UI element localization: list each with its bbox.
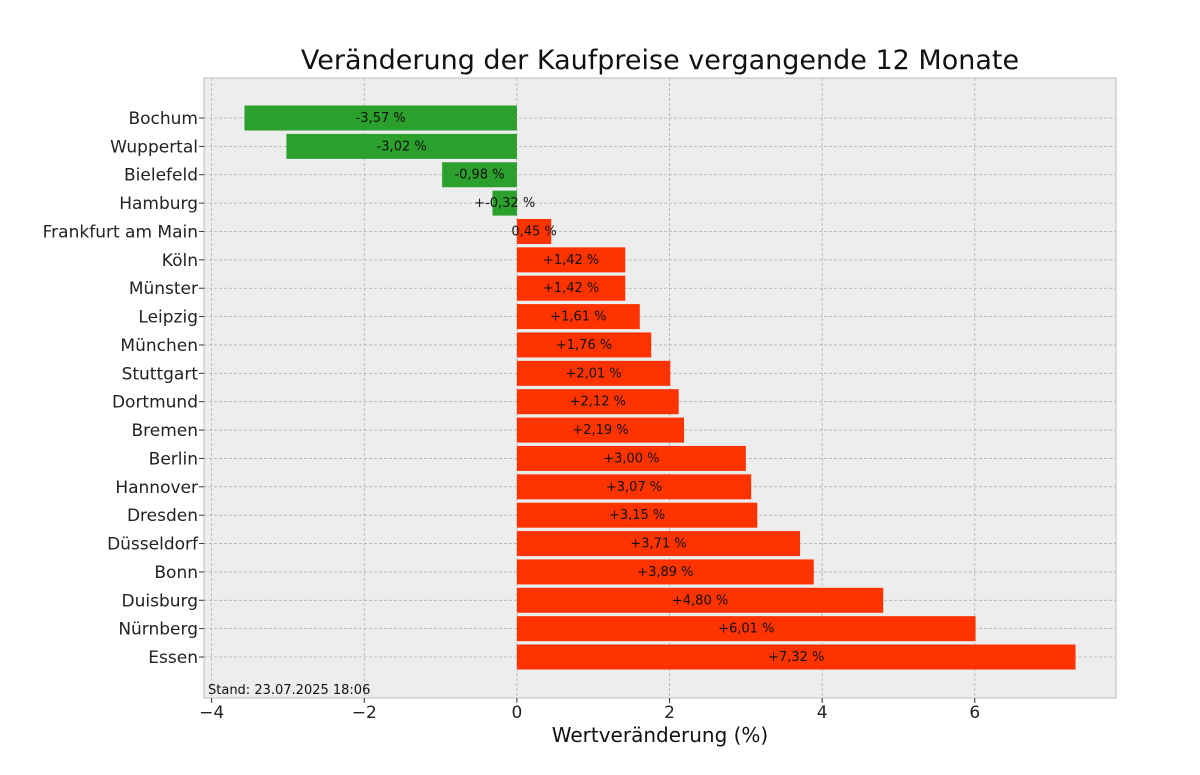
y-tick-label: Duisburg <box>122 591 199 611</box>
x-tick-label: 4 <box>817 703 828 723</box>
y-tick-label: Essen <box>148 648 198 668</box>
bars <box>244 105 1076 670</box>
bar <box>492 190 517 216</box>
data-label: +3,15 % <box>609 508 665 523</box>
y-tick-label: Bonn <box>154 563 198 583</box>
y-tick-label: Hamburg <box>119 194 198 214</box>
data-label: 0,45 % <box>511 224 556 239</box>
x-tick-label: −4 <box>199 703 224 723</box>
data-label: -0,98 % <box>454 168 504 183</box>
data-labels: -3,57 % -3,02 % -0,98 % +-0,32 % 0,45 % +1,42… <box>356 111 825 665</box>
bar <box>516 360 671 386</box>
y-tick-labels: Bochum Wuppertal Bielefeld Hamburg Frankfurt… <box>43 109 204 668</box>
bar <box>244 105 517 131</box>
bar <box>286 133 517 159</box>
bar <box>516 389 679 415</box>
y-tick-label: Nürnberg <box>118 620 198 640</box>
y-tick-label: Bremen <box>131 421 198 441</box>
bar <box>516 218 552 244</box>
data-label: -3,02 % <box>377 139 427 154</box>
bar <box>516 304 640 330</box>
bar <box>516 275 626 301</box>
data-label: +-0,32 % <box>474 196 535 211</box>
bar <box>516 502 758 528</box>
data-label: +1,42 % <box>543 253 599 268</box>
y-tick-label: Dresden <box>127 506 198 526</box>
data-label: +1,42 % <box>543 281 599 296</box>
y-tick-label: Stuttgart <box>122 364 199 384</box>
data-label: +6,01 % <box>718 622 774 637</box>
data-label: -3,57 % <box>356 111 406 126</box>
y-tick-label: Wuppertal <box>110 137 198 157</box>
data-label: +3,00 % <box>603 451 659 466</box>
y-tick-label: Hannover <box>115 478 198 498</box>
chart-title: Veränderung der Kaufpreise vergangende 1… <box>301 45 1019 76</box>
x-tick-label: 0 <box>511 703 522 723</box>
x-tick-label: 2 <box>664 703 675 723</box>
bar <box>516 332 652 358</box>
bar <box>516 531 801 557</box>
data-label: +1,76 % <box>556 338 612 353</box>
y-tick-label: Dortmund <box>112 393 198 413</box>
y-tick-label: Düsseldorf <box>107 535 199 555</box>
plot-frame <box>203 77 1117 699</box>
bar <box>516 644 1076 670</box>
y-tick-label: Bochum <box>128 109 198 129</box>
y-tick-label: Bielefeld <box>124 166 198 186</box>
bar <box>516 417 685 443</box>
y-tick-label: Leipzig <box>138 308 198 328</box>
bar <box>516 559 814 585</box>
data-label: +3,07 % <box>606 480 662 495</box>
data-label: +2,12 % <box>570 395 626 410</box>
y-tick-label: Köln <box>162 251 198 271</box>
bar <box>516 616 976 642</box>
timestamp-footnote: Stand: 23.07.2025 18:06 <box>208 683 370 698</box>
data-label: +3,71 % <box>630 537 686 552</box>
data-label: +4,80 % <box>672 593 728 608</box>
data-label: +1,61 % <box>550 310 606 325</box>
bar <box>516 474 752 500</box>
x-axis-label: Wertveränderung (%) <box>552 723 769 747</box>
bar <box>516 445 746 471</box>
bar <box>442 162 517 188</box>
bar <box>516 587 884 613</box>
bar <box>516 247 626 273</box>
x-tick-label: −2 <box>352 703 377 723</box>
data-label: +7,32 % <box>768 650 824 665</box>
y-tick-label: Münster <box>129 279 198 299</box>
x-tick-label: 6 <box>969 703 980 723</box>
y-tick-label: Frankfurt am Main <box>43 222 198 242</box>
x-tick-labels: −4 −2 0 2 4 6 <box>199 698 980 723</box>
data-label: +2,01 % <box>565 366 621 381</box>
y-tick-label: Berlin <box>149 449 198 469</box>
data-label: +3,89 % <box>637 565 693 580</box>
data-label: +2,19 % <box>572 423 628 438</box>
y-tick-label: München <box>120 336 198 356</box>
